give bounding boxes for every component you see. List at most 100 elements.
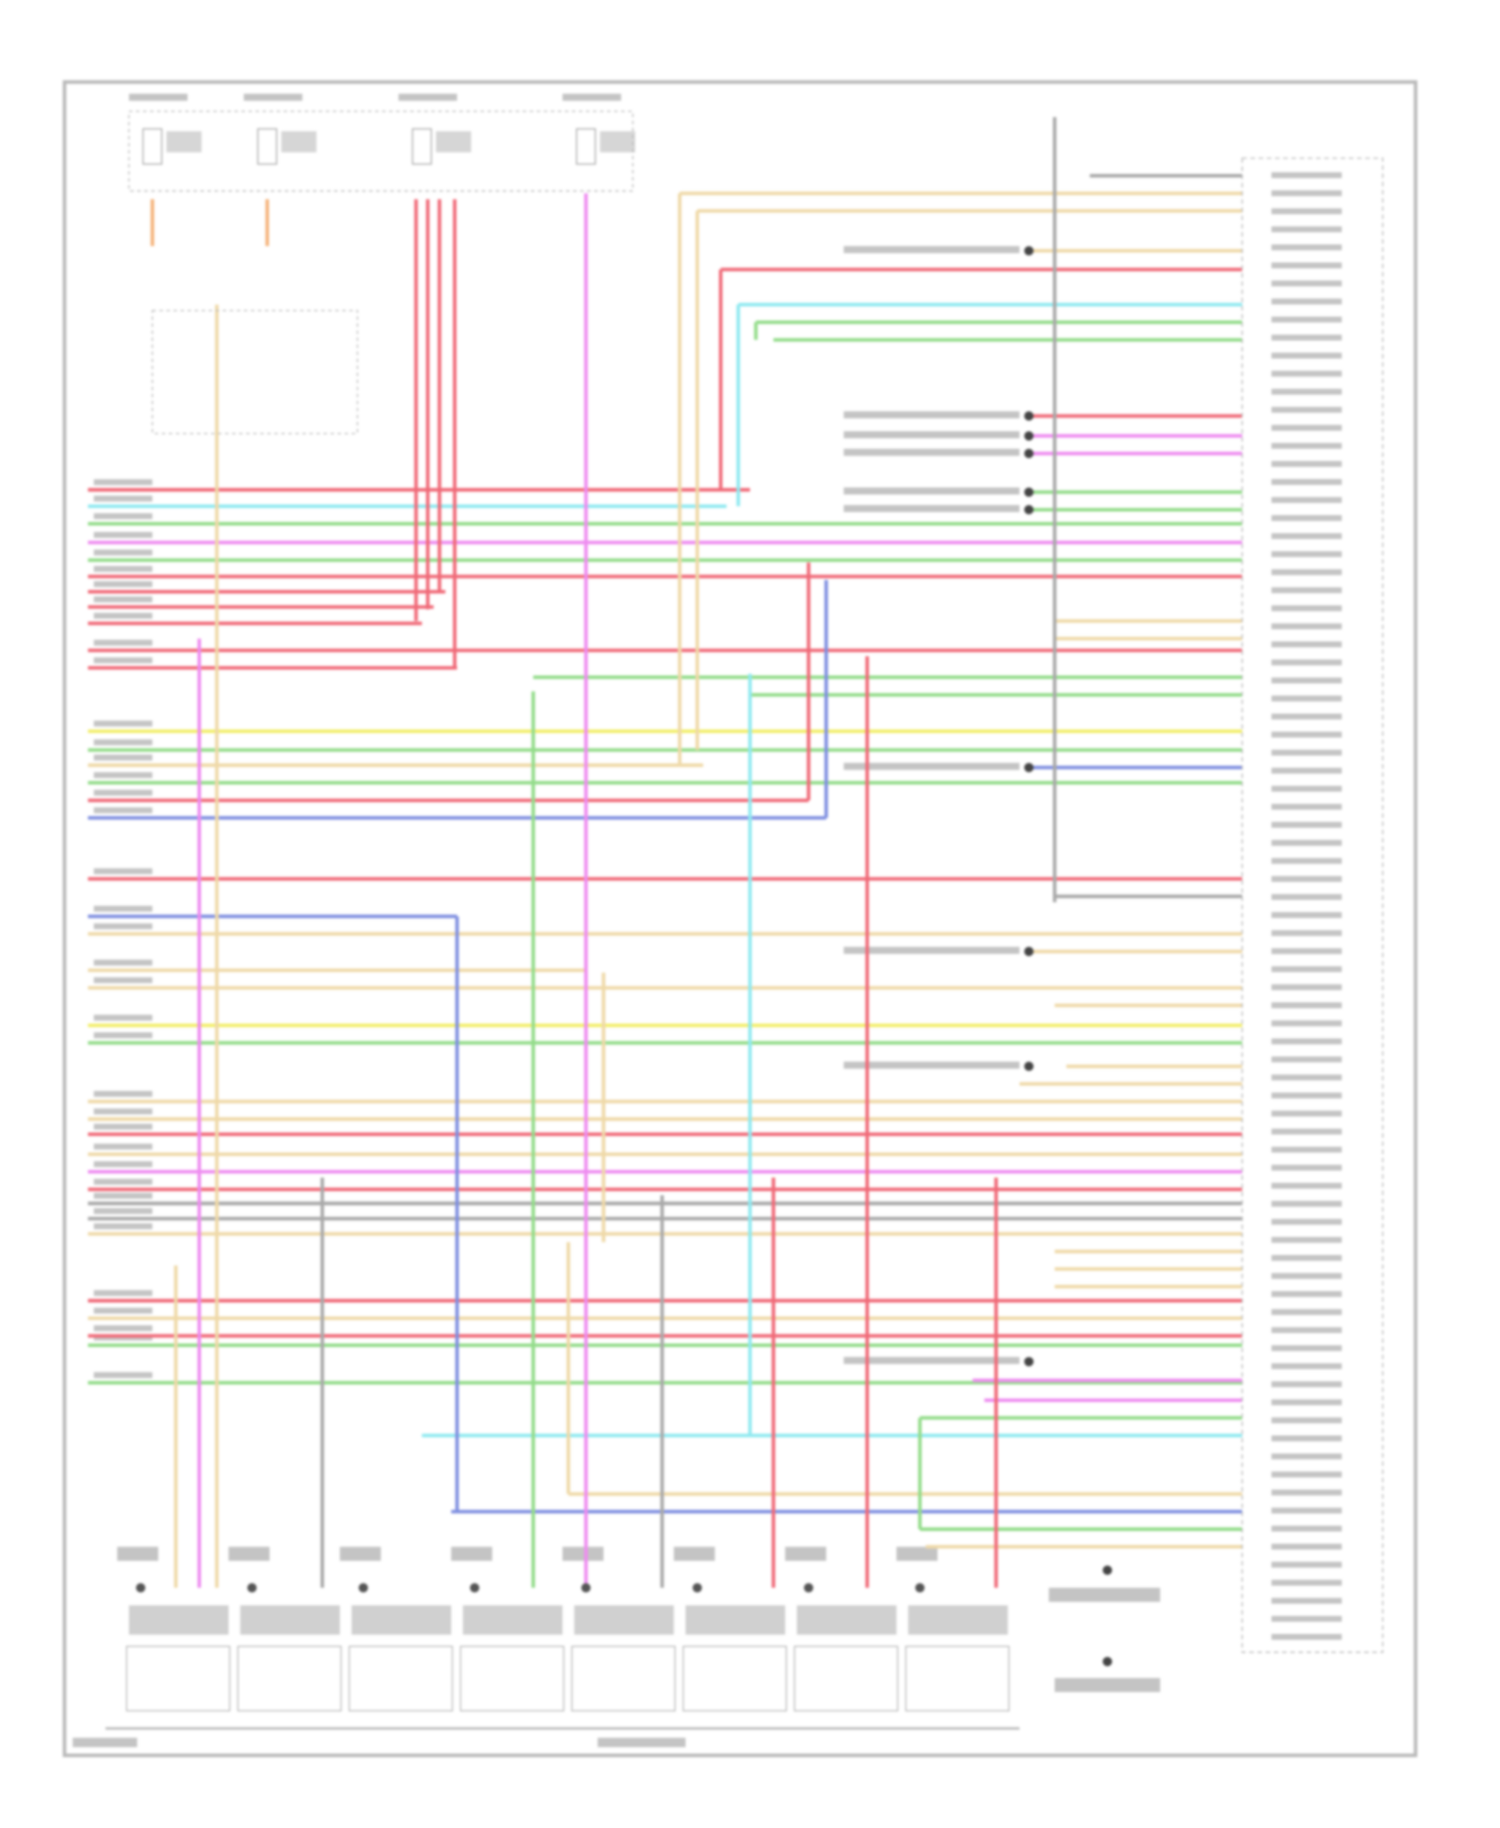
wire-label: [93, 1290, 153, 1297]
pin-label: [1271, 280, 1342, 287]
wire-label: [93, 1307, 153, 1314]
wire-label: [93, 807, 153, 814]
wire-label: [93, 531, 153, 538]
wire-label: [93, 868, 153, 875]
component-label: [339, 1546, 381, 1561]
pin-label: [1271, 1002, 1342, 1009]
pin-label: [1271, 1254, 1342, 1261]
wire-label: [93, 1178, 153, 1185]
fuse-label: [128, 93, 188, 101]
wire-label: [93, 1143, 153, 1150]
pin-label: [1271, 1363, 1342, 1370]
pin-label: [1271, 1020, 1342, 1027]
fuse-rating: [166, 131, 202, 153]
reference-dot: [1102, 1565, 1113, 1575]
reference-dot: [1024, 448, 1034, 459]
component-label: [785, 1546, 827, 1561]
wire-label: [93, 495, 153, 502]
wire-label: [93, 1090, 153, 1097]
connector-plug: [796, 1605, 897, 1635]
reference-label: [843, 762, 1020, 770]
pin-label: [1271, 984, 1342, 991]
connector-plug: [351, 1605, 452, 1635]
wire-label: [93, 1014, 153, 1021]
pin-label: [1271, 623, 1342, 630]
pin-label: [1271, 695, 1342, 702]
connector-plug: [574, 1605, 674, 1635]
wire-label: [93, 923, 153, 930]
reference-label: [843, 411, 1020, 419]
reference-dot: [1024, 762, 1034, 773]
ground-dot: [247, 1583, 257, 1593]
wire-label: [93, 772, 153, 779]
pin-label: [1271, 1345, 1342, 1352]
reference-label: [843, 431, 1020, 439]
component-label: [228, 1546, 270, 1561]
wire-label: [93, 789, 153, 796]
reference-dot: [1024, 411, 1034, 421]
pin-label: [1271, 551, 1342, 558]
reference-label: [843, 946, 1020, 954]
wire-label: [93, 1192, 153, 1199]
pin-label: [1271, 316, 1342, 323]
component-label: [673, 1546, 715, 1561]
connector-plug: [462, 1605, 563, 1635]
pin-label: [1271, 352, 1342, 359]
pin-label: [1271, 424, 1342, 431]
component-label: [896, 1546, 938, 1561]
pin-label: [1271, 262, 1342, 269]
pin-label: [1271, 1417, 1342, 1424]
pin-label: [1271, 1633, 1342, 1640]
reference-label: [843, 1061, 1020, 1069]
pin-label: [1271, 208, 1342, 215]
wire-label: [93, 1208, 153, 1214]
pin-label: [1271, 1543, 1342, 1550]
pin-label: [1271, 1489, 1342, 1496]
ground-dot: [358, 1583, 368, 1593]
coil-component: [237, 1645, 342, 1712]
fuse: [142, 128, 163, 165]
pin-label: [1271, 1164, 1342, 1171]
pin-label: [1271, 1291, 1342, 1297]
wire-label: [93, 1123, 153, 1130]
reference-dot: [1102, 1656, 1113, 1667]
pin-label: [1271, 334, 1342, 341]
wire-label: [93, 1032, 153, 1039]
wire-label: [93, 1223, 153, 1230]
pin-label: [1271, 1056, 1342, 1063]
wire-label: [93, 479, 153, 486]
coil-component: [571, 1645, 676, 1712]
pin-label: [1271, 1236, 1342, 1243]
pin-label: [1271, 1597, 1342, 1604]
diagram-frame: [62, 80, 1418, 1758]
pin-label: [1271, 1507, 1342, 1514]
fuse-label: [243, 93, 303, 101]
pin-label: [1271, 713, 1342, 720]
ground-dot: [135, 1583, 146, 1593]
wire-label: [93, 1372, 153, 1379]
ground-dot: [692, 1583, 702, 1593]
pin-label: [1271, 1074, 1342, 1081]
pin-label: [1271, 659, 1342, 666]
module-connector: [1241, 157, 1384, 1653]
pin-label: [1271, 190, 1342, 197]
pin-label: [1271, 821, 1342, 828]
pin-label: [1271, 1273, 1342, 1279]
wire-label: [93, 612, 153, 619]
wire-label: [93, 905, 153, 912]
pin-label: [1271, 298, 1342, 305]
reference-dot: [1024, 431, 1034, 441]
pin-label: [1271, 1471, 1342, 1478]
reference-label: [1048, 1587, 1161, 1602]
pin-label: [1271, 1218, 1342, 1225]
pin-label: [1271, 1381, 1342, 1388]
pin-label: [1271, 1092, 1342, 1099]
component-label: [562, 1546, 604, 1561]
pin-label: [1271, 803, 1342, 810]
pin-label: [1271, 515, 1342, 521]
fuse: [411, 128, 432, 165]
wire-label: [93, 720, 153, 727]
wire-label: [93, 513, 153, 520]
coil-component: [459, 1645, 565, 1712]
